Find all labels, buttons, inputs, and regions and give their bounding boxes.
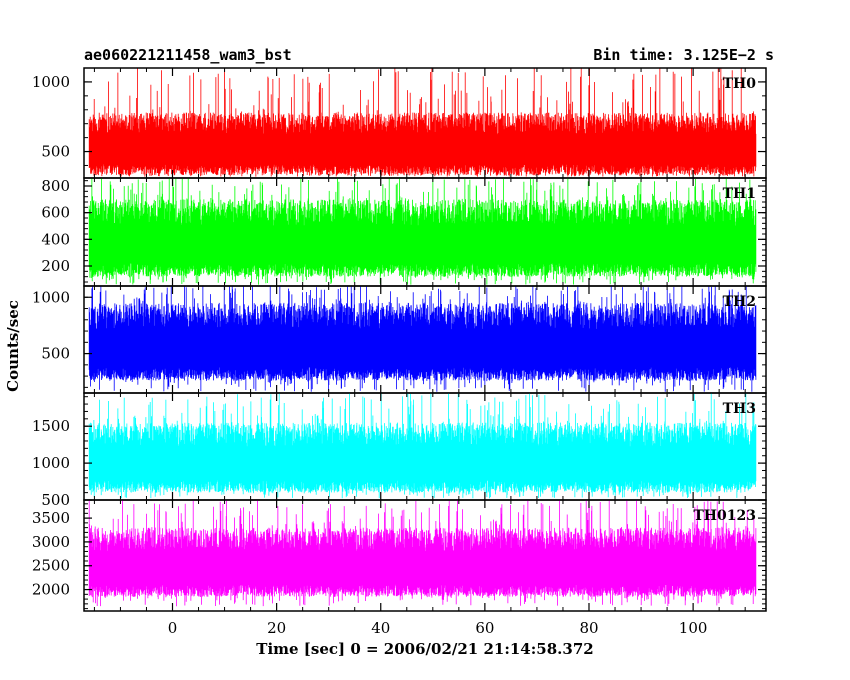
y-tick-label: 400 [41,230,70,248]
x-tick-label: 100 [679,619,708,637]
y-tick-label: 1000 [32,454,70,472]
y-tick-label: 500 [41,345,70,363]
y-tick-label: 3000 [32,533,70,551]
y-tick-label: 1500 [32,417,70,435]
x-axis-title: Time [sec] 0 = 2006/02/21 21:14:58.372 [256,640,593,658]
x-axis: 0 20 40 60 80 100 [168,619,708,637]
series-trace-th0 [88,68,757,177]
x-tick-label: 80 [579,619,598,637]
y-tick-label: 2500 [32,557,70,575]
series-trace-th1 [88,178,757,285]
panel-frame [83,499,767,612]
panel-label-th0123: TH0123 [693,508,756,524]
y-tick-label: 3500 [32,509,70,527]
panel-stack: 500 1000 TH0 200 400 600 800 TH1 500 1000 TH2 500 10… [32,67,767,612]
y-tick-label: 500 [41,143,70,161]
series-trace-th0123 [88,500,757,607]
y-tick-label: 2000 [32,581,70,599]
y-axis-title: Counts/sec [4,300,22,392]
series-trace-th3 [88,393,757,499]
panel-label-th3: TH3 [723,401,756,417]
observation-id-title: ae060221211458_wam3_bst [84,46,292,64]
panel-label-th1: TH1 [723,186,756,202]
panel-th2: 500 1000 TH2 [32,285,767,394]
y-tick-label: 200 [41,257,70,275]
x-tick-label: 40 [371,619,390,637]
series-trace-th2 [88,286,757,392]
panel-th3: 500 1000 1500 TH3 [32,392,767,509]
y-tick-label: 800 [41,177,70,195]
y-tick-label: 600 [41,204,70,222]
y-tick-label: 1000 [32,73,70,91]
panel-th1: 200 400 600 800 TH1 [41,177,767,287]
x-tick-label: 20 [267,619,286,637]
panel-label-th2: TH2 [723,294,756,310]
panel-th0: 500 1000 TH0 [32,67,767,179]
x-tick-label: 0 [168,619,178,637]
bin-time-label: Bin time: 3.125E−2 s [593,46,774,64]
y-tick-label: 500 [41,491,70,509]
panel-label-th0: TH0 [723,76,757,92]
y-tick-label: 1000 [32,288,70,306]
x-tick-label: 60 [475,619,494,637]
panel-th0123: 2000 2500 3000 3500 TH0123 [32,499,767,612]
